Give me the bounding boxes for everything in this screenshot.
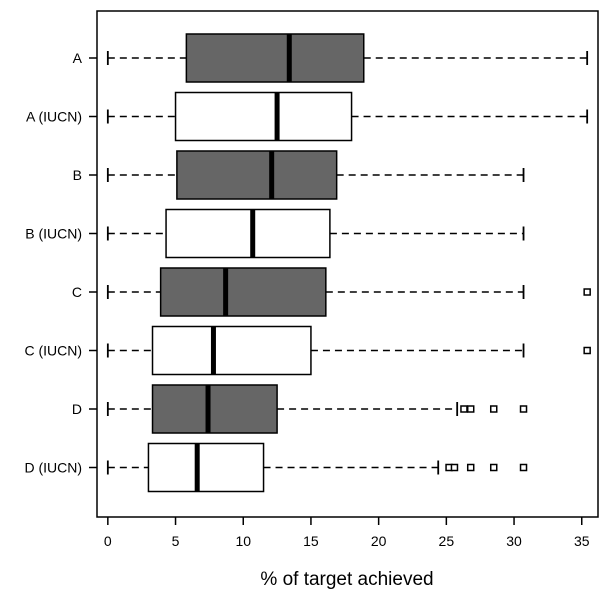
plot-frame [96,10,599,518]
x-tick-label: 30 [506,533,522,549]
box-group [106,208,525,259]
outlier-point [519,405,528,413]
outlier-point [489,463,498,472]
outlier-point [583,288,591,296]
box-iqr [159,267,327,317]
box-group [106,442,528,493]
box-group [106,33,589,83]
category-label: C (IUCN) [24,343,82,359]
outlier-point [450,463,459,472]
x-tick-label: 0 [104,533,112,549]
box-iqr [147,442,265,493]
category-label: D (IUCN) [24,460,82,476]
box-group [106,150,525,200]
x-tick-label: 35 [574,533,590,549]
x-tick-label: 20 [371,533,387,549]
box-iqr [151,384,278,434]
box-group [106,384,528,434]
box-iqr [165,208,331,259]
category-label: B (IUCN) [25,226,82,242]
outlier-point [466,463,475,472]
category-label: B [73,167,82,183]
x-axis-title: % of target achieved [260,569,433,590]
category-label: A (IUCN) [26,109,82,125]
category-label: C [72,284,82,300]
outlier-point [519,463,528,472]
category-label: D [72,401,82,417]
y-axis: A A (IUCN) B B (IUCN) C C (IUCN) D D (IUCN) [24,50,97,476]
outlier-point [583,346,591,355]
x-tick-label: 25 [439,533,455,549]
box-group [106,267,591,317]
box-iqr [174,91,353,142]
outlier-point [466,405,475,413]
box-group [106,91,589,142]
x-tick-label: 15 [303,533,319,549]
x-tick-label: 5 [172,533,180,549]
x-tick-label: 10 [235,533,251,549]
category-label: A [73,50,83,66]
box-iqr [185,33,365,83]
outlier-point [489,405,498,413]
boxes-layer [106,33,591,493]
outlier-point [460,405,468,413]
x-axis: 0 5 10 15 20 25 30 35 [104,517,590,549]
box-iqr [151,325,312,376]
box-group [106,325,591,376]
box-iqr [176,150,338,200]
